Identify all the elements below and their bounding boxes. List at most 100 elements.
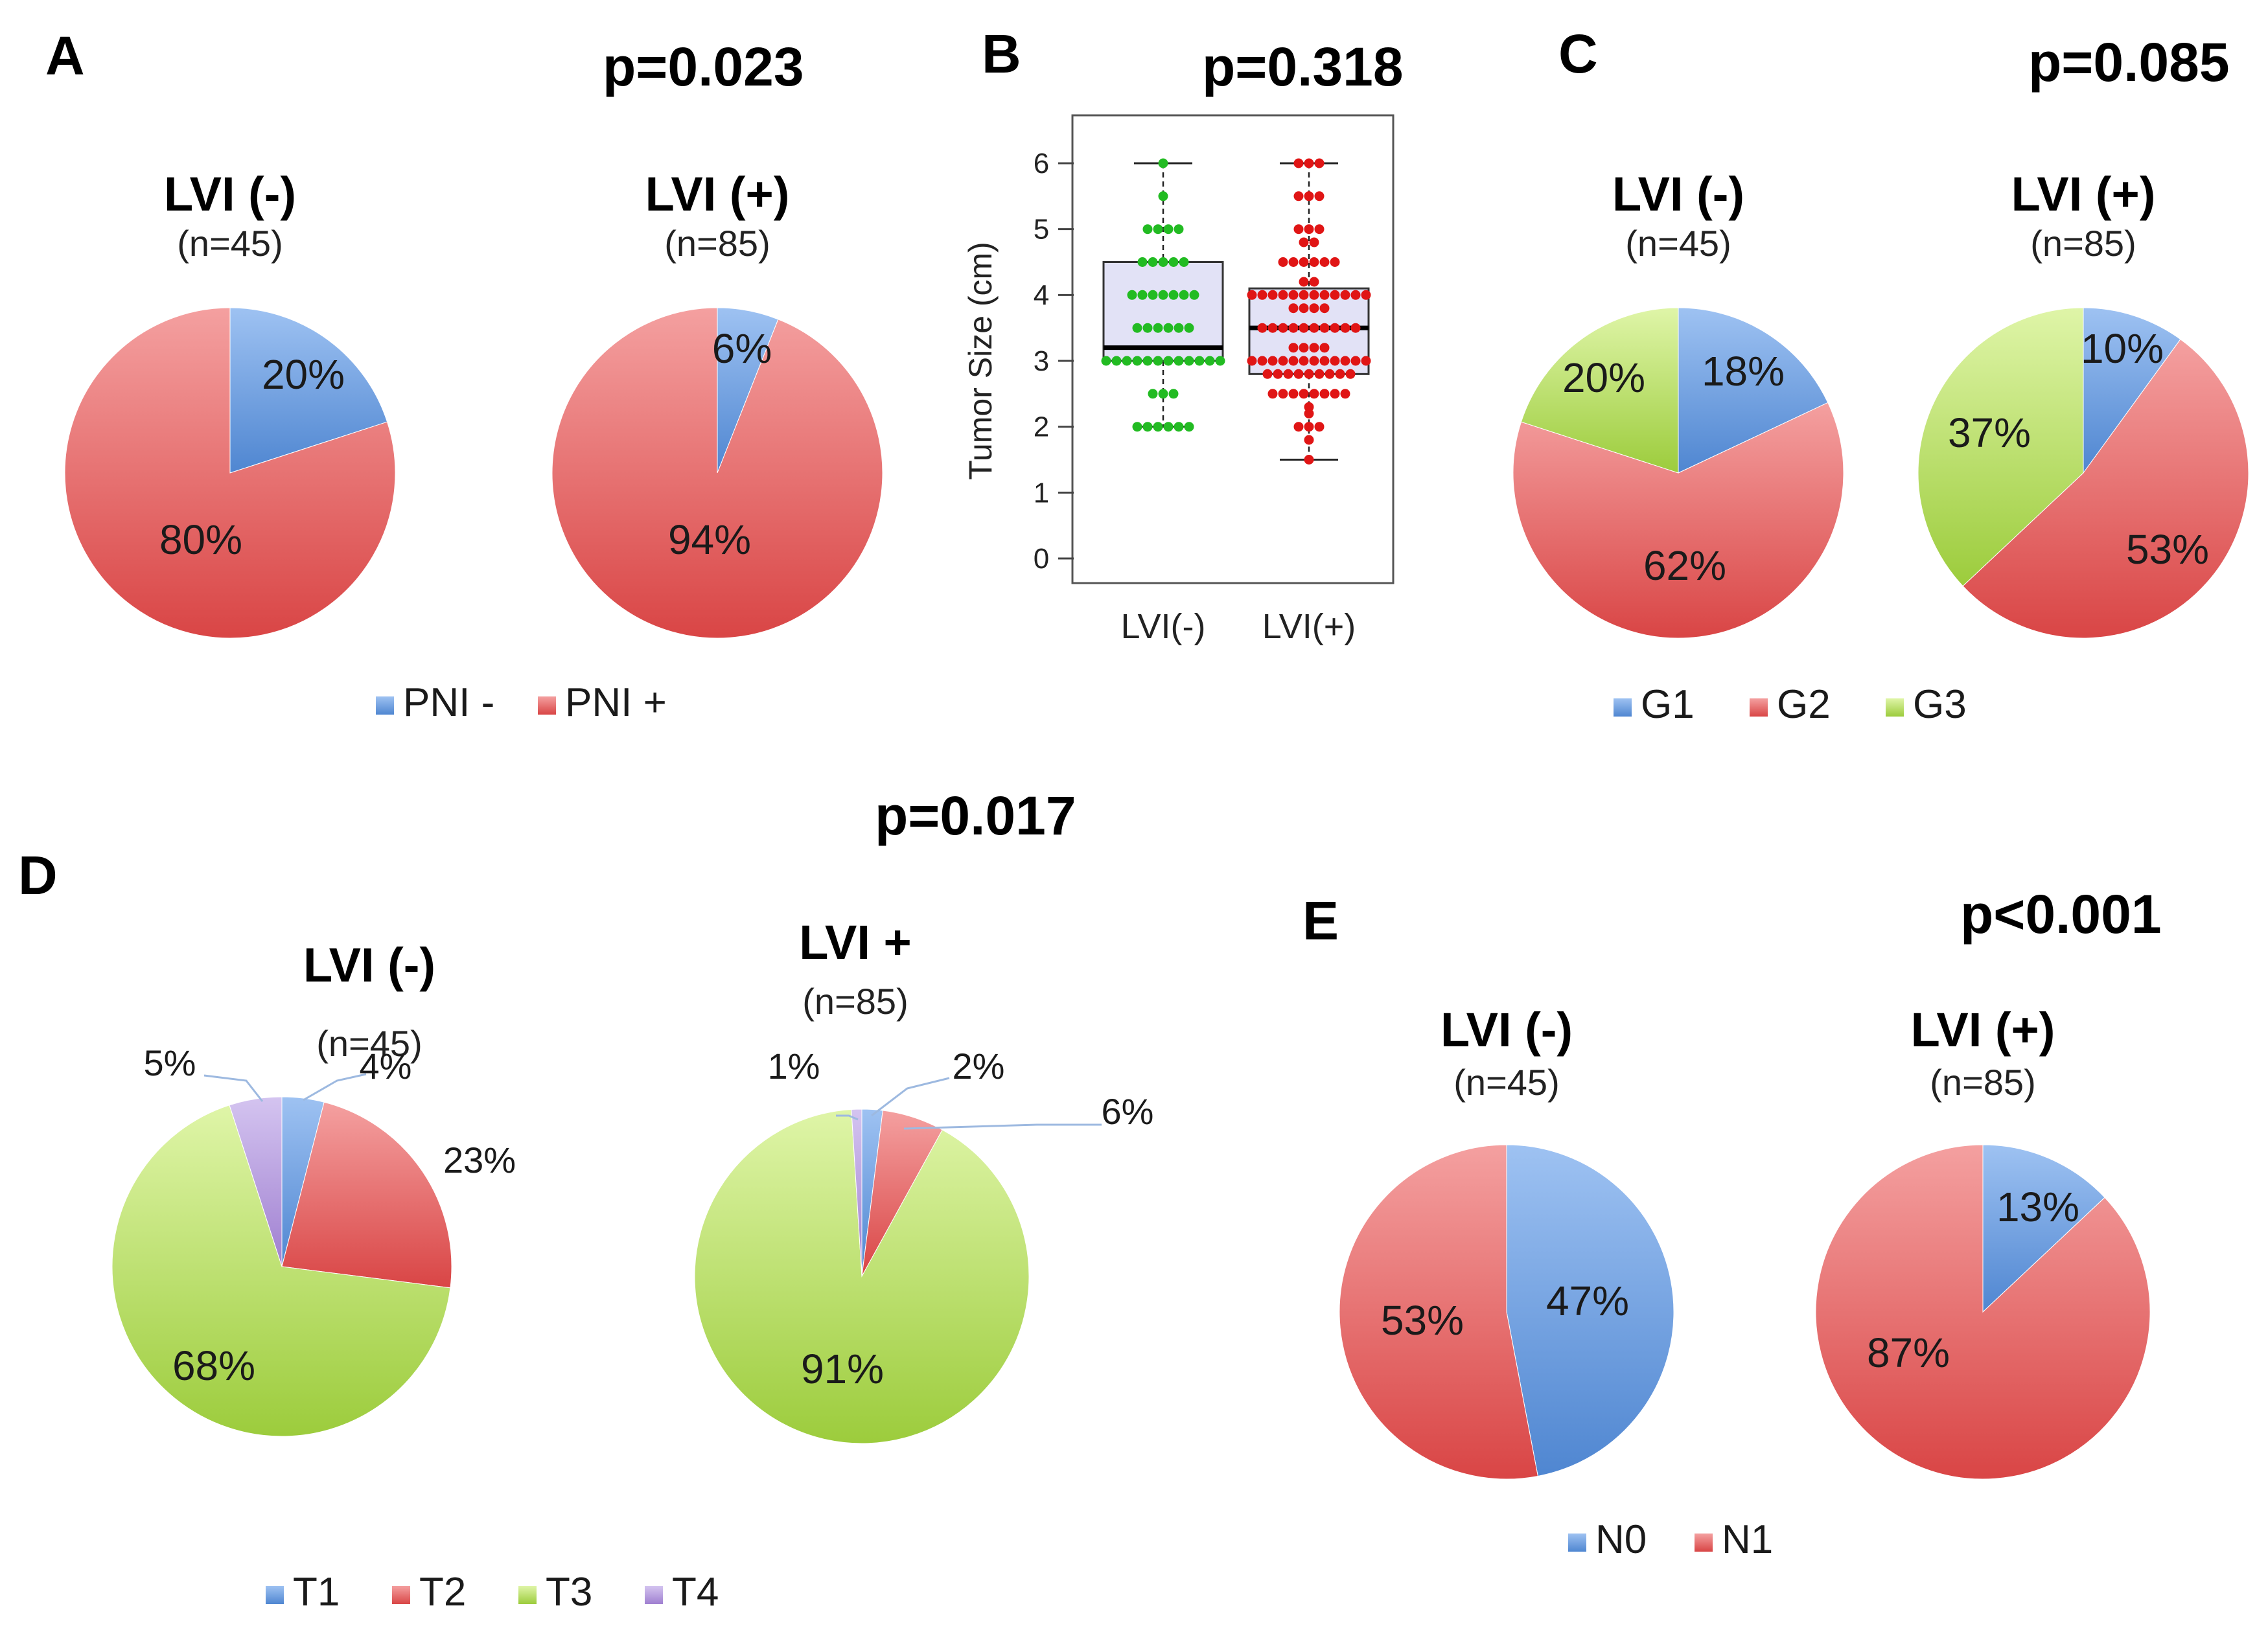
y-tick-label: 2 [1034,411,1049,443]
data-point [1153,224,1163,235]
data-point [1340,356,1350,366]
y-tick-label: 5 [1034,214,1049,246]
data-point [1299,389,1309,399]
leader-d1-t1 [303,1073,367,1101]
leader-d2-t2 [903,1123,1102,1130]
slice-label: 62% [1643,542,1726,589]
data-point [1132,356,1142,366]
data-point [1257,290,1267,300]
data-point [1168,290,1179,300]
legend-a: PNI - PNI + [376,680,667,725]
pie-slice-g1 [2083,307,2181,474]
data-point [1158,191,1168,201]
pie-title-a2: LVI (+) [645,167,790,221]
data-point [1319,290,1330,300]
data-point [1257,356,1267,366]
data-point [1158,389,1168,399]
box-lvi-pos [1247,158,1371,465]
pie-title-c2: LVI (+) [2011,167,2156,221]
pie-e-lvi-neg: 47% 53% [1339,1144,1674,1480]
data-point [1278,356,1288,366]
data-point [1137,290,1148,300]
pie-n-e1: (n=45) [1453,1062,1559,1103]
pie-n-c2: (n=85) [2030,223,2136,264]
data-point [1314,158,1325,168]
pie-slice-t3 [694,1109,1030,1444]
data-point [1179,257,1189,267]
data-point [1158,158,1168,168]
data-point [1309,323,1319,333]
data-point [1304,369,1314,379]
slice-label: 94% [668,516,751,563]
pie-title-d2: LVI + [799,915,911,969]
data-point [1299,356,1309,366]
data-point [1278,257,1288,267]
data-point [1330,389,1340,399]
pie-title-d1: LVI (-) [303,938,435,992]
data-point [1148,257,1158,267]
data-point [1267,290,1278,300]
data-point [1288,303,1299,314]
data-point [1299,257,1309,267]
slice-label: 10% [2081,325,2164,372]
pie-d-lvi-pos: 2% 6% 91% 1% [694,1046,1153,1444]
data-point [1340,323,1350,333]
data-point [1319,343,1330,353]
leader-d2-t4 [836,1114,859,1121]
data-point [1350,290,1361,300]
data-point [1153,323,1163,333]
data-point [1142,422,1153,432]
data-point [1189,290,1199,300]
slice-label: 80% [159,516,242,563]
data-point [1179,290,1189,300]
data-point [1314,224,1325,235]
data-point [1142,356,1153,366]
pie-slice-t4 [229,1096,283,1267]
legend-swatch [1750,698,1768,717]
data-point [1309,290,1319,300]
pie-title-e2: LVI (+) [1911,1003,2055,1057]
slice-label: 20% [1562,354,1645,401]
data-point [1257,323,1267,333]
pie-title-e1: LVI (-) [1441,1003,1573,1057]
data-point [1319,389,1330,399]
slice-label: 6% [712,325,772,372]
slice-label: 47% [1546,1278,1629,1324]
pie-d-lvi-neg: 4% 23% 68% 5% [111,1042,516,1437]
data-point [1314,369,1325,379]
iqr-box [1102,261,1224,362]
data-point [1319,257,1330,267]
data-point [1137,257,1148,267]
data-point [1194,356,1205,366]
data-point [1148,389,1158,399]
pie-slice-pni [229,307,388,474]
data-point [1293,224,1304,235]
data-point [1299,303,1309,314]
y-axis-label: Tumor Size (cm) [962,242,999,480]
legend-swatch [392,1586,410,1604]
data-point [1273,369,1283,379]
data-point [1158,290,1168,300]
data-point [1299,290,1309,300]
pie-slice-t2 [281,1101,452,1289]
data-point [1309,277,1319,287]
data-point [1184,422,1194,432]
legend-label: T1 [293,1570,340,1614]
legend-swatch [538,696,556,715]
legend-label: N1 [1722,1517,1773,1562]
data-point [1330,356,1340,366]
data-point [1288,343,1299,353]
plot-frame [1071,114,1394,584]
data-point [1304,158,1314,168]
legend-label: PNI - [403,680,494,725]
data-point [1283,369,1293,379]
data-point [1278,323,1288,333]
pie-slice-n1 [1339,1144,1538,1480]
data-point [1174,422,1184,432]
data-point [1314,191,1325,201]
data-point [1299,237,1309,247]
slice-label: 53% [1381,1297,1464,1344]
data-point [1184,356,1194,366]
legend-label: T2 [419,1570,466,1614]
data-point [1267,389,1278,399]
